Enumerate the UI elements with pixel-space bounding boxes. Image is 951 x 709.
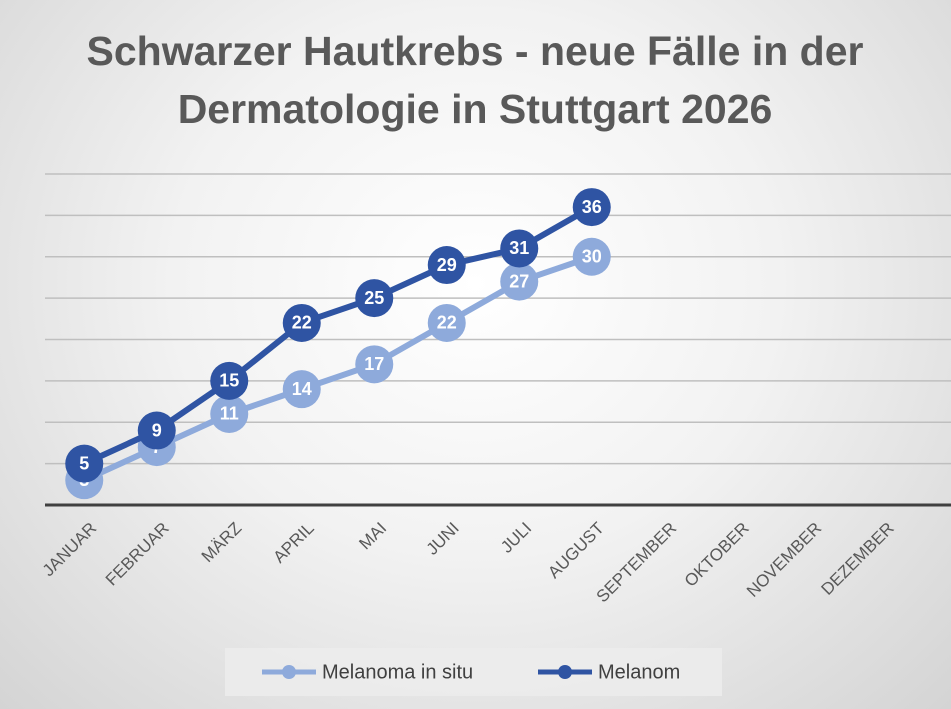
data-label: 11	[220, 404, 239, 424]
data-point	[572, 237, 611, 276]
data-point	[65, 444, 104, 483]
data-point	[210, 361, 249, 400]
data-label: 27	[509, 271, 529, 291]
data-point	[500, 262, 539, 301]
data-label: 22	[292, 313, 312, 333]
data-point	[427, 246, 466, 285]
x-tick-label: JULI	[497, 519, 535, 557]
x-tick-label: DEZEMBER	[818, 519, 898, 599]
x-tick-label: FEBRUAR	[102, 519, 173, 590]
data-point	[500, 229, 539, 268]
data-point	[427, 303, 466, 342]
data-label: 5	[79, 453, 89, 473]
data-label: 22	[437, 313, 457, 333]
data-point	[282, 303, 321, 342]
data-point	[282, 370, 321, 409]
data-point	[210, 394, 249, 433]
x-tick-label: OKTOBER	[681, 519, 753, 591]
legend-marker	[558, 665, 572, 679]
data-point	[572, 188, 611, 227]
data-point	[137, 411, 176, 450]
data-label: 29	[437, 255, 457, 275]
x-tick-label: AUGUST	[544, 519, 608, 583]
data-label: 30	[582, 247, 602, 267]
data-label: 15	[219, 371, 239, 391]
legend-label: Melanoma in situ	[322, 661, 473, 683]
data-label: 17	[364, 354, 384, 374]
chart-title: Schwarzer Hautkrebs - neue Fälle in der …	[86, 28, 864, 132]
data-label: 31	[509, 238, 529, 258]
x-tick-label: JUNI	[423, 519, 463, 559]
data-point	[355, 345, 394, 384]
x-tick-label: NOVEMBER	[743, 519, 825, 601]
x-tick-label: MÄRZ	[198, 519, 245, 566]
legend-marker	[282, 665, 296, 679]
x-tick-label: APRIL	[270, 519, 318, 567]
legend-label: Melanom	[598, 661, 680, 683]
data-label: 9	[152, 420, 162, 440]
x-tick-label: MAI	[355, 519, 390, 554]
data-label: 14	[292, 379, 312, 399]
data-label: 36	[582, 197, 602, 217]
data-label: 25	[364, 288, 384, 308]
data-point	[355, 279, 394, 318]
x-tick-label: JANUAR	[39, 519, 101, 581]
